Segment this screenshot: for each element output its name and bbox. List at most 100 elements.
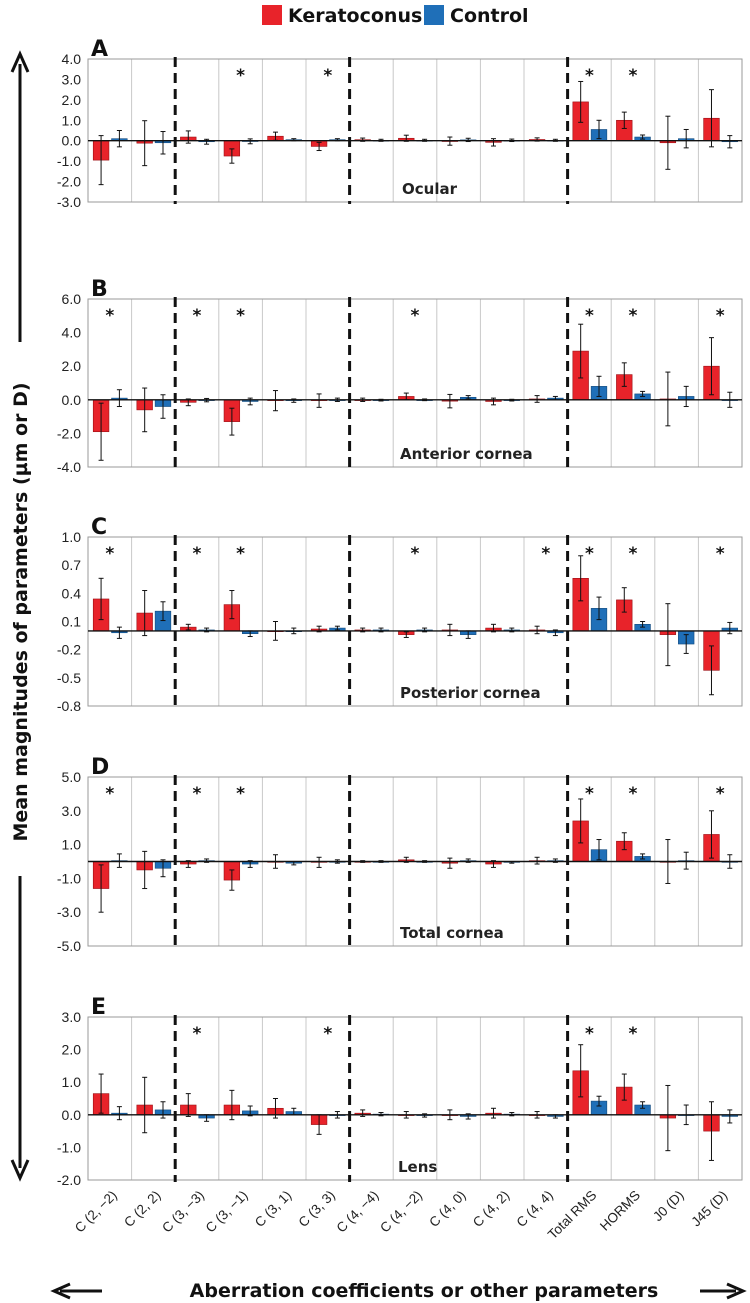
panels: 4.0 3.0 2.0 1.0 0.0 -1.0 -2.0 -3.0 * * * * A Ocular 6.… [57, 37, 743, 1188]
errorbar-control-horms [640, 390, 646, 397]
errorbar-control-total-rms [596, 596, 602, 621]
category-label-j45-d: J45 (D) [688, 1188, 730, 1230]
y-tick-label: 1.0 [62, 529, 82, 545]
y-tick-label: -2.0 [57, 425, 81, 441]
errorbar-control-horms [640, 853, 646, 860]
errorbar-control-j0-d [683, 128, 689, 149]
errorbar-control-total-rms [596, 839, 602, 861]
errorbar-keratoconus-c-2-2 [142, 120, 148, 167]
y-tick-label: -1.0 [57, 870, 81, 886]
errorbar-keratoconus-total-rms [578, 555, 584, 602]
errorbar-control-j0-d [683, 385, 689, 408]
errorbar-keratoconus-c-4-4 [534, 395, 540, 403]
x-axis-title: Aberration coefficients or other paramet… [190, 1280, 659, 1302]
errorbar-keratoconus-c-4-0 [447, 857, 453, 869]
significance-star: * [716, 306, 725, 326]
plot-frame [87, 1016, 743, 1181]
errorbar-keratoconus-c-2-2 [98, 1073, 104, 1114]
plot-frame [87, 58, 743, 203]
errorbar-keratoconus-j0-d [665, 1084, 671, 1152]
significance-star: * [236, 66, 245, 86]
significance-star: * [585, 66, 594, 86]
errorbar-keratoconus-j45-d [708, 645, 714, 696]
y-tick-label: 4.0 [62, 51, 82, 67]
errorbar-keratoconus-c-3-3 [185, 623, 191, 631]
significance-star: * [411, 306, 420, 326]
panel-label: Posterior cornea [400, 684, 541, 702]
significance-star: * [585, 306, 594, 326]
y-tick-label: -1.0 [57, 1139, 81, 1155]
errorbar-keratoconus-c-4-0 [447, 393, 453, 409]
significance-star: * [193, 544, 202, 564]
errorbar-keratoconus-c-4-4 [534, 856, 540, 865]
errorbar-keratoconus-c-3-3 [316, 141, 322, 152]
category-label-c-3-3: C (3, −3) [159, 1188, 207, 1236]
y-tick-label: -1.0 [57, 153, 81, 169]
significance-star: * [716, 544, 725, 564]
significance-star: * [236, 306, 245, 326]
y-tick-label: 0.0 [62, 133, 82, 149]
category-label-horms: HORMS [597, 1188, 643, 1234]
errorbar-keratoconus-total-rms [578, 798, 584, 844]
significance-star: * [105, 306, 114, 326]
y-tick-label: -2.0 [57, 174, 81, 190]
errorbar-keratoconus-total-rms [578, 80, 584, 123]
y-tick-label: -0.2 [57, 642, 81, 658]
errorbar-keratoconus-j0-d [665, 603, 671, 667]
errorbar-control-c-2-2 [116, 1106, 122, 1121]
errorbar-keratoconus-j0-d [665, 371, 671, 427]
y-axis-title: Mean magnitudes of parameters (µm or D) [10, 382, 32, 841]
errorbar-control-c-3-3 [334, 625, 340, 631]
errorbar-control-c-2-2 [160, 859, 166, 878]
errorbar-control-c-2-2 [160, 131, 166, 155]
panel-label: Ocular [402, 180, 458, 198]
significance-star: * [585, 784, 594, 804]
errorbar-control-c-2-2 [160, 394, 166, 419]
category-label-c-4-2: C (4, −2) [377, 1188, 425, 1236]
y-tick-label: 3.0 [62, 71, 82, 87]
category-label-c-2-2: C (2, −2) [72, 1188, 120, 1236]
legend-swatch-control [424, 5, 444, 25]
y-tick-label: 2.0 [62, 1042, 82, 1058]
y-tick-label: 0.1 [62, 614, 82, 630]
panel-label: Anterior cornea [400, 445, 533, 463]
significance-star: * [105, 784, 114, 804]
y-tick-label: 2.0 [62, 358, 82, 374]
y-tick-label: 4.0 [62, 325, 82, 341]
significance-star: * [629, 784, 638, 804]
y-tick-label: -3.0 [57, 904, 81, 920]
panel-letter: C [91, 515, 107, 540]
errorbar-keratoconus-j45-d [708, 810, 714, 859]
errorbar-keratoconus-c-4-0 [447, 623, 453, 637]
errorbar-control-j45-d [727, 135, 733, 149]
errorbar-control-horms [640, 621, 646, 628]
y-arrow-up [10, 50, 30, 342]
plot-frame [87, 298, 743, 468]
errorbar-keratoconus-c-4-4 [534, 625, 540, 635]
errorbar-keratoconus-horms [621, 832, 627, 851]
errorbar-keratoconus-j45-d [708, 337, 714, 396]
panel-a: 4.0 3.0 2.0 1.0 0.0 -1.0 -2.0 -3.0 * * * * A Ocular [57, 37, 743, 210]
significance-star: * [323, 1024, 332, 1044]
x-arrow-right [700, 1282, 747, 1300]
errorbar-control-j45-d [727, 1109, 733, 1124]
y-tick-label: 0.0 [62, 392, 82, 408]
errorbar-keratoconus-c-2-2 [98, 402, 104, 461]
errorbar-keratoconus-horms [621, 587, 627, 613]
errorbar-keratoconus-c-3-3 [316, 856, 322, 868]
significance-star: * [193, 784, 202, 804]
errorbar-control-c-2-2 [160, 601, 166, 622]
significance-star: * [541, 544, 550, 564]
significance-star: * [716, 784, 725, 804]
errorbar-control-j45-d [727, 621, 733, 635]
y-tick-label: -0.8 [57, 698, 81, 714]
significance-star: * [193, 306, 202, 326]
errorbar-control-j0-d [683, 851, 689, 870]
errorbar-control-c-2-2 [116, 389, 122, 408]
category-label-c-4-4: C (4, −4) [334, 1188, 382, 1236]
errorbar-keratoconus-total-rms [578, 323, 584, 379]
y-tick-label: 5.0 [62, 769, 82, 785]
errorbar-control-total-rms [596, 1095, 602, 1107]
significance-star: * [323, 66, 332, 86]
panel-c: 1.0 0.7 0.4 0.1 -0.2 -0.5 -0.8 * * * * * * * * C Posteri… [57, 515, 743, 714]
